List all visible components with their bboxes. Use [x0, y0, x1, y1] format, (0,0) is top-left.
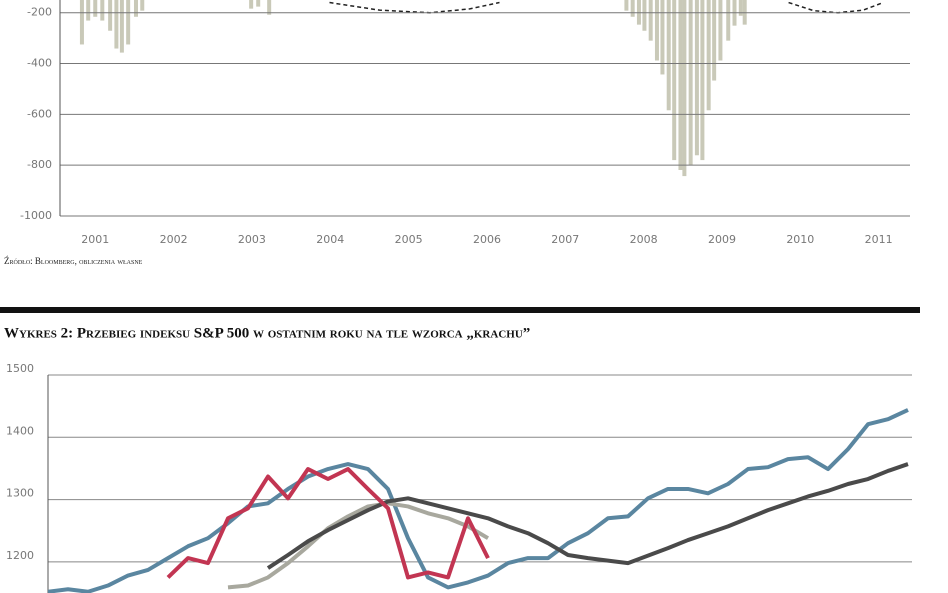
series-line — [266, 462, 909, 570]
dashed-line — [329, 1, 884, 14]
bar — [700, 0, 705, 161]
x-tick-label: 2010 — [786, 233, 814, 246]
bar — [660, 0, 665, 75]
series-line — [227, 501, 490, 590]
y-tick-label: 1300 — [6, 487, 34, 500]
bar — [114, 0, 119, 49]
bar — [86, 0, 91, 21]
bar — [654, 0, 659, 61]
bar — [718, 0, 723, 61]
y-tick-label: -600 — [27, 107, 52, 120]
x-tick-label: 2011 — [865, 233, 893, 246]
y-tick-label: 1200 — [6, 549, 34, 562]
bar — [93, 0, 98, 17]
x-tick-label: 2003 — [238, 233, 266, 246]
bar — [738, 0, 743, 16]
bar — [642, 0, 647, 31]
bar — [706, 0, 711, 111]
bar — [726, 0, 731, 41]
bar — [688, 0, 693, 166]
x-tick-label: 2008 — [630, 233, 658, 246]
bar — [666, 0, 671, 111]
bar — [712, 0, 717, 81]
bar — [678, 0, 683, 171]
chart-title: Wykres 2: Przebieg indeksu S&P 500 w ost… — [4, 325, 530, 341]
x-tick-label: 2001 — [81, 233, 109, 246]
y-tick-label: -400 — [27, 57, 52, 70]
bar — [648, 0, 653, 41]
bar — [119, 0, 124, 53]
bar — [249, 0, 254, 9]
x-tick-label: 2006 — [473, 233, 501, 246]
bar — [126, 0, 131, 45]
y-tick-label: -200 — [27, 6, 52, 19]
x-tick-label: 2002 — [160, 233, 188, 246]
bar — [630, 0, 635, 17]
y-tick-label: -800 — [27, 158, 52, 171]
separator — [0, 307, 920, 313]
bar — [672, 0, 677, 161]
bar — [682, 0, 687, 177]
bar — [108, 0, 113, 31]
bar — [694, 0, 699, 156]
bar — [256, 0, 261, 7]
y-tick-label: -1000 — [20, 209, 52, 222]
x-tick-label: 2007 — [551, 233, 579, 246]
bar — [79, 0, 84, 45]
y-tick-label: 1500 — [6, 362, 34, 375]
x-tick-label: 2009 — [708, 233, 736, 246]
bar — [267, 0, 272, 15]
bar — [100, 0, 105, 21]
plot — [48, 408, 909, 593]
series-line — [166, 467, 490, 580]
source: Źródło: Bloomberg, obliczenia własne — [4, 256, 143, 266]
series-line — [48, 408, 909, 593]
plot — [79, 0, 884, 177]
x-tick-label: 2005 — [395, 233, 423, 246]
y-tick-label: 1400 — [6, 424, 34, 437]
bar — [140, 0, 145, 11]
bar — [624, 0, 629, 11]
bar — [133, 0, 138, 17]
x-tick-label: 2004 — [316, 233, 344, 246]
